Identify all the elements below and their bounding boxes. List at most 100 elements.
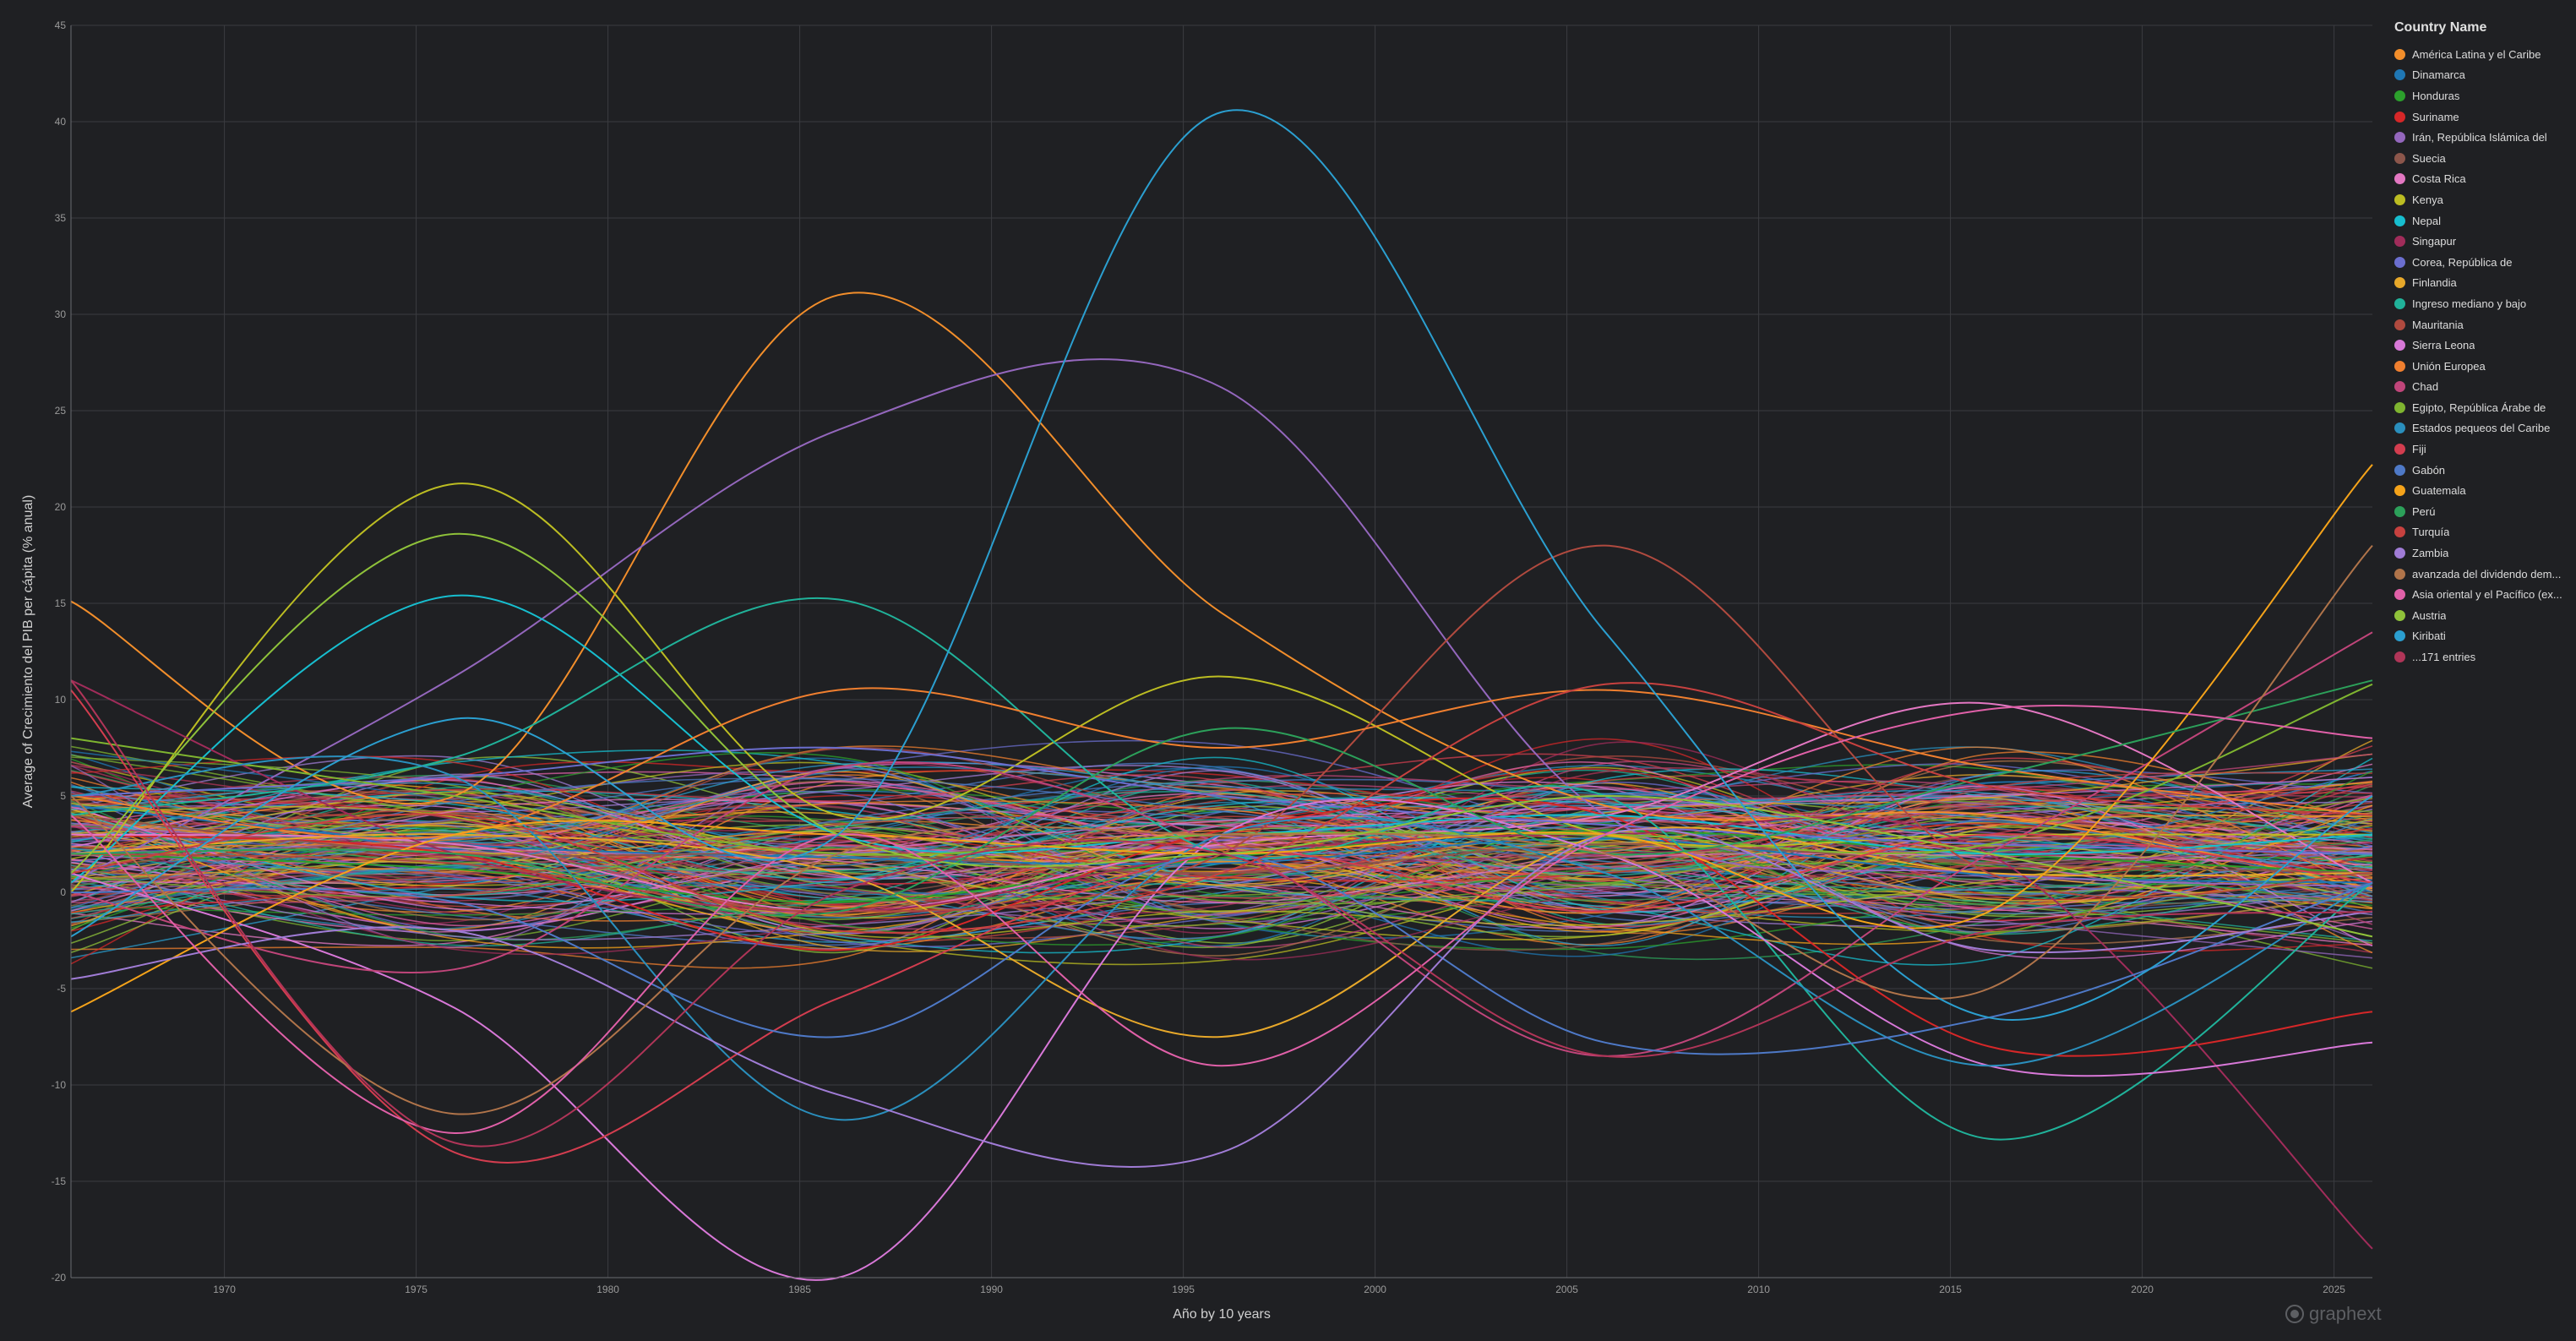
legend-item[interactable]: Honduras bbox=[2394, 85, 2563, 106]
legend-item[interactable]: Ingreso mediano y bajo bbox=[2394, 293, 2563, 314]
legend-swatch bbox=[2394, 90, 2405, 101]
legend-label: Nepal bbox=[2412, 214, 2441, 227]
series-line-12[interactable] bbox=[70, 597, 2373, 1141]
legend-swatch bbox=[2394, 568, 2405, 580]
y-tick-label: 45 bbox=[55, 19, 67, 31]
series-line-22[interactable] bbox=[70, 679, 2373, 917]
background-series-line bbox=[70, 805, 2373, 939]
x-tick-label: 1970 bbox=[213, 1284, 236, 1295]
legend-item[interactable]: Sierra Leona bbox=[2394, 335, 2563, 356]
series-line-14[interactable] bbox=[70, 799, 2373, 1281]
legend-label: Egipto, República Árabe de bbox=[2412, 401, 2546, 414]
legend-item[interactable]: Perú bbox=[2394, 501, 2563, 522]
legend-item[interactable]: Gabón bbox=[2394, 460, 2563, 481]
background-series-line bbox=[70, 811, 2373, 914]
legend-label: Sierra Leona bbox=[2412, 339, 2475, 352]
series-line-13[interactable] bbox=[70, 544, 2373, 913]
y-tick-label: 0 bbox=[60, 886, 66, 898]
series-line-28[interactable] bbox=[70, 109, 2373, 1021]
legend-label: Suecia bbox=[2412, 151, 2446, 165]
series-line-7[interactable] bbox=[70, 482, 2372, 893]
legend-swatch bbox=[2394, 630, 2405, 642]
legend-item[interactable]: Austria bbox=[2394, 605, 2563, 626]
legend-item[interactable]: Corea, República de bbox=[2394, 252, 2563, 273]
legend-label: Perú bbox=[2412, 504, 2436, 518]
legend-item[interactable]: Egipto, República Árabe de bbox=[2394, 397, 2563, 418]
y-tick-label: -20 bbox=[52, 1272, 67, 1284]
y-tick-label: -10 bbox=[52, 1079, 67, 1091]
x-tick-label: 1995 bbox=[1172, 1284, 1195, 1295]
series-line-23[interactable] bbox=[70, 682, 2373, 934]
legend-label: Turquía bbox=[2412, 526, 2450, 539]
legend-swatch bbox=[2394, 152, 2405, 164]
x-tick-label: 2000 bbox=[1364, 1284, 1386, 1295]
legend-item[interactable]: Mauritania bbox=[2394, 314, 2563, 335]
legend-label: Fiji bbox=[2412, 443, 2426, 456]
legend-item[interactable]: Fiji bbox=[2394, 439, 2563, 460]
series-line-27[interactable] bbox=[70, 532, 2373, 938]
background-series-line bbox=[70, 812, 2373, 875]
legend-item[interactable]: Asia oriental y el Pacífico (ex... bbox=[2394, 584, 2563, 605]
legend-item[interactable]: Nepal bbox=[2394, 210, 2563, 232]
background-series-line bbox=[70, 782, 2373, 916]
x-tick-label: 2020 bbox=[2131, 1284, 2154, 1295]
legend-item[interactable]: Zambia bbox=[2394, 542, 2563, 564]
series-line-24[interactable] bbox=[70, 828, 2373, 1168]
legend-item[interactable]: Kiribati bbox=[2394, 626, 2563, 647]
x-tick-label: 1990 bbox=[980, 1284, 1003, 1295]
background-series-line bbox=[70, 765, 2373, 948]
series-lines bbox=[70, 109, 2373, 1281]
legend-item[interactable]: Dinamarca bbox=[2394, 65, 2563, 86]
legend-item[interactable]: Irán, República Islámica del bbox=[2394, 127, 2563, 148]
legend-item[interactable]: Kenya bbox=[2394, 189, 2563, 210]
legend-item[interactable]: Costa Rica bbox=[2394, 169, 2563, 190]
background-series-line bbox=[70, 815, 2373, 916]
background-series-line bbox=[70, 786, 2373, 899]
series-line-25[interactable] bbox=[70, 544, 2373, 1115]
background-series-line bbox=[70, 760, 2373, 886]
background-series-line bbox=[70, 823, 2373, 913]
background-series-line bbox=[70, 761, 2373, 946]
legend-item[interactable]: avanzada del dividendo dem... bbox=[2394, 564, 2563, 585]
legend-swatch bbox=[2394, 526, 2405, 538]
legend-swatch bbox=[2394, 319, 2405, 330]
background-series-line bbox=[70, 817, 2373, 934]
background-series-line bbox=[70, 782, 2373, 897]
legend-item[interactable]: Finlandia bbox=[2394, 273, 2563, 294]
legend-item[interactable]: Unión Europea bbox=[2394, 356, 2563, 377]
legend-item[interactable]: Estados pequeos del Caribe bbox=[2394, 418, 2563, 439]
y-tick-label: -5 bbox=[57, 983, 66, 995]
background-series-line bbox=[70, 756, 2373, 900]
legend-item[interactable]: Guatemala bbox=[2394, 480, 2563, 501]
series-line-29[interactable] bbox=[70, 679, 2373, 1147]
legend-item[interactable]: Chad bbox=[2394, 377, 2563, 398]
y-tick-label: 10 bbox=[55, 694, 67, 706]
graphext-watermark: graphext bbox=[2285, 1303, 2382, 1325]
legend-label: Mauritania bbox=[2412, 318, 2464, 331]
x-tick-label: 2010 bbox=[1747, 1284, 1770, 1295]
series-line-26[interactable] bbox=[70, 704, 2373, 1135]
legend-swatch bbox=[2394, 132, 2405, 144]
background-series-line bbox=[70, 777, 2373, 911]
legend-swatch bbox=[2394, 505, 2405, 517]
legend-item[interactable]: ...171 entries bbox=[2394, 646, 2563, 668]
background-series-line bbox=[70, 746, 2373, 892]
legend-item[interactable]: Turquía bbox=[2394, 522, 2563, 543]
legend-item[interactable]: Suriname bbox=[2394, 106, 2563, 128]
x-tick-label: 2005 bbox=[1555, 1284, 1578, 1295]
background-series-line bbox=[70, 753, 2373, 915]
legend-label: Suriname bbox=[2412, 110, 2459, 123]
legend-swatch bbox=[2394, 215, 2405, 226]
x-tick-label: 2015 bbox=[1939, 1284, 1962, 1295]
legend-swatch bbox=[2394, 401, 2405, 413]
y-tick-label: 15 bbox=[55, 597, 67, 609]
legend-swatch bbox=[2394, 422, 2405, 434]
legend-item[interactable]: Suecia bbox=[2394, 148, 2563, 169]
legend-swatch bbox=[2394, 548, 2405, 559]
legend-label: Costa Rica bbox=[2412, 172, 2466, 186]
y-tick-label: 40 bbox=[55, 116, 67, 128]
legend-item[interactable]: Singapur bbox=[2394, 231, 2563, 252]
series-line-21[interactable] bbox=[70, 464, 2373, 1013]
background-series-line bbox=[70, 762, 2373, 875]
legend-item[interactable]: América Latina y el Caribe bbox=[2394, 44, 2563, 65]
